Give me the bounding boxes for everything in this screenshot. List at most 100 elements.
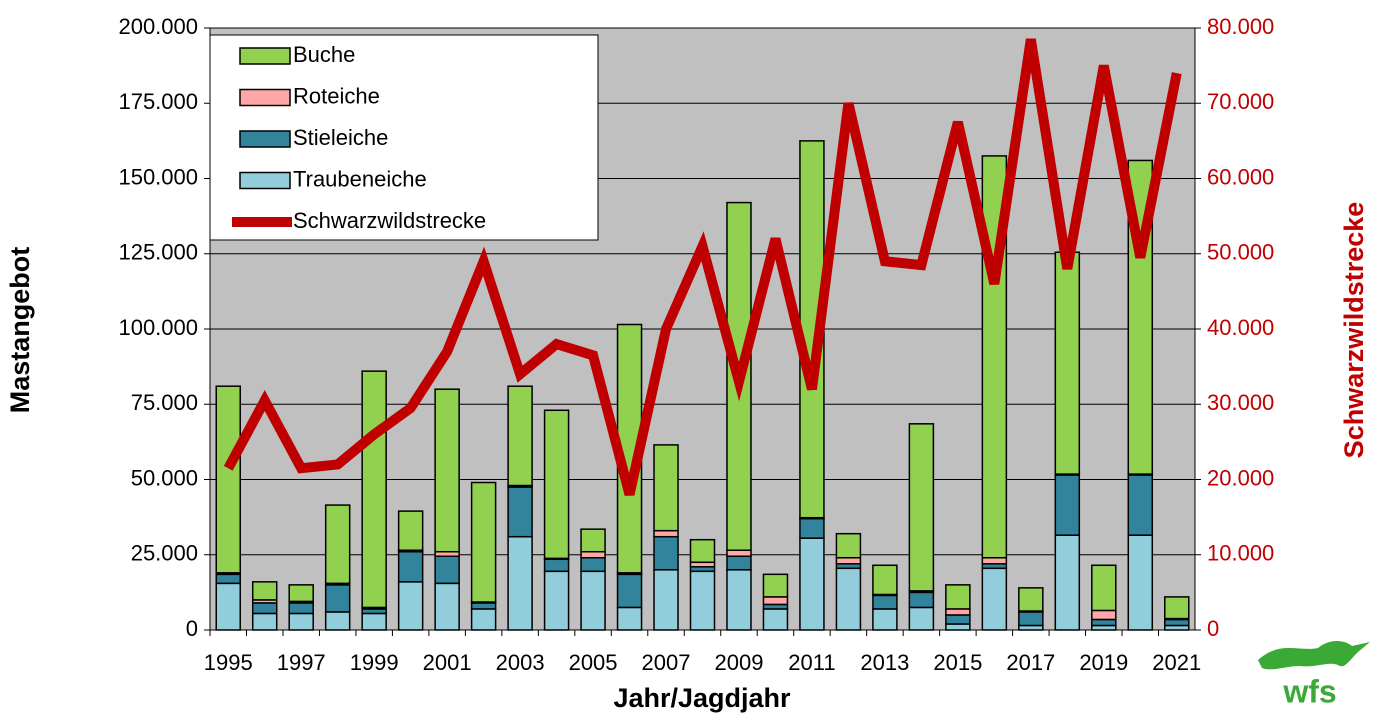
x-tick-label: 2005 (569, 650, 618, 675)
y-tick-label: 75.000 (131, 390, 198, 415)
bar-segment (616, 573, 643, 609)
y2-tick-label: 60.000 (1207, 164, 1274, 189)
x-tick-label: 2001 (423, 650, 472, 675)
legend-label: Traubeneiche (293, 166, 427, 191)
bar-segment (653, 529, 679, 538)
bar-segment (908, 423, 935, 592)
y2-tick-label: 20.000 (1207, 465, 1274, 490)
legend-swatch (239, 171, 291, 190)
legend-label: Stieleiche (293, 125, 388, 150)
y2-tick-label: 10.000 (1207, 541, 1274, 566)
y2-axis-title: Schwarzwildstrecke (1339, 202, 1369, 459)
bar-segment (434, 582, 460, 631)
bar-segment (872, 594, 898, 610)
x-tick-label: 2009 (715, 650, 764, 675)
bar-segment (945, 584, 971, 610)
bar-segment (762, 573, 789, 598)
bar-segment (1054, 251, 1081, 475)
x-tick-label: 2013 (860, 650, 909, 675)
bar-segment (361, 612, 387, 631)
bar-segment (470, 608, 497, 631)
bar-segment (1018, 587, 1044, 612)
y2-tick-label: 40.000 (1207, 315, 1274, 340)
legend-label: Buche (293, 42, 355, 67)
bar-segment (689, 538, 716, 564)
bar-segment (689, 570, 716, 631)
y2-tick-label: 0 (1207, 616, 1219, 641)
x-tick-label: 2003 (496, 650, 545, 675)
bar-segment (288, 612, 314, 631)
bar-segment (215, 582, 241, 631)
bar-segment (251, 581, 278, 601)
y2-tick-label: 70.000 (1207, 89, 1274, 114)
logo-hare (1258, 641, 1370, 670)
bar-segment (361, 370, 387, 609)
bar-segment (507, 535, 533, 631)
y-tick-label: 100.000 (118, 315, 198, 340)
bar-segment (981, 567, 1008, 631)
bar-segment (653, 535, 679, 571)
bar-segment (324, 611, 351, 631)
bar-segment (543, 409, 570, 560)
x-tick-label: 2011 (788, 650, 835, 675)
x-tick-label: 2021 (1152, 650, 1201, 675)
bar-segment (616, 606, 643, 631)
bar-segment (580, 550, 606, 559)
bar-segment (1091, 618, 1117, 627)
y-tick-label: 0 (186, 616, 198, 641)
bar-segment (1018, 611, 1044, 627)
y-axis-title: Mastangebot (5, 247, 35, 414)
bar-segment (580, 557, 606, 573)
legend-swatch (239, 47, 291, 65)
bar-segment (580, 570, 606, 631)
bar-segment (945, 623, 971, 631)
x-tick-label: 2017 (1006, 650, 1055, 675)
bar-segment (324, 584, 351, 613)
bar-segment (726, 555, 752, 571)
x-axis-title: Jahr/Jagdjahr (613, 683, 791, 713)
bar-segment (762, 596, 789, 606)
bar-segment (470, 481, 497, 603)
bar-segment (1127, 534, 1154, 631)
x-tick-label: 2019 (1079, 650, 1128, 675)
x-tick-label: 1997 (277, 650, 326, 675)
bar-segment (251, 602, 278, 615)
bar-segment (726, 569, 752, 631)
bar-segment (908, 606, 935, 631)
bar-segment (215, 573, 241, 585)
bar-segment (288, 602, 314, 615)
bar-segment (288, 584, 314, 603)
legend-label: Roteiche (293, 83, 380, 108)
y-tick-label: 200.000 (118, 14, 198, 39)
legend-swatch (239, 88, 291, 107)
y-tick-label: 50.000 (131, 465, 198, 490)
bar-segment (835, 557, 862, 565)
bar-segment (543, 558, 570, 573)
bar-segment (872, 564, 898, 596)
y2-tick-label: 50.000 (1207, 240, 1274, 265)
bar-segment (1054, 534, 1081, 631)
x-tick-label: 2015 (933, 650, 982, 675)
bar-segment (397, 510, 424, 551)
bar-segment (1091, 564, 1117, 612)
bar-segment (580, 528, 606, 553)
bar-segment (1091, 609, 1117, 621)
bar-segment (543, 570, 570, 631)
x-tick-label: 2007 (642, 650, 691, 675)
y-tick-label: 125.000 (118, 240, 198, 265)
bar-segment (799, 517, 825, 539)
bar-segment (251, 612, 278, 631)
bar-segment (397, 550, 424, 583)
bar-segment (397, 581, 424, 631)
bar-segment (1127, 474, 1154, 536)
bar-segment (762, 608, 789, 631)
bar-segment (981, 557, 1008, 565)
bar-segment (1054, 474, 1081, 536)
bar-segment (653, 444, 679, 532)
y2-tick-label: 80.000 (1207, 14, 1274, 39)
x-tick-label: 1995 (204, 650, 253, 675)
legend: Buche Roteiche Stieleiche Traubeneiche Schwa… (209, 34, 599, 241)
line-series (223, 38, 1182, 496)
y-tick-label: 175.000 (118, 89, 198, 114)
